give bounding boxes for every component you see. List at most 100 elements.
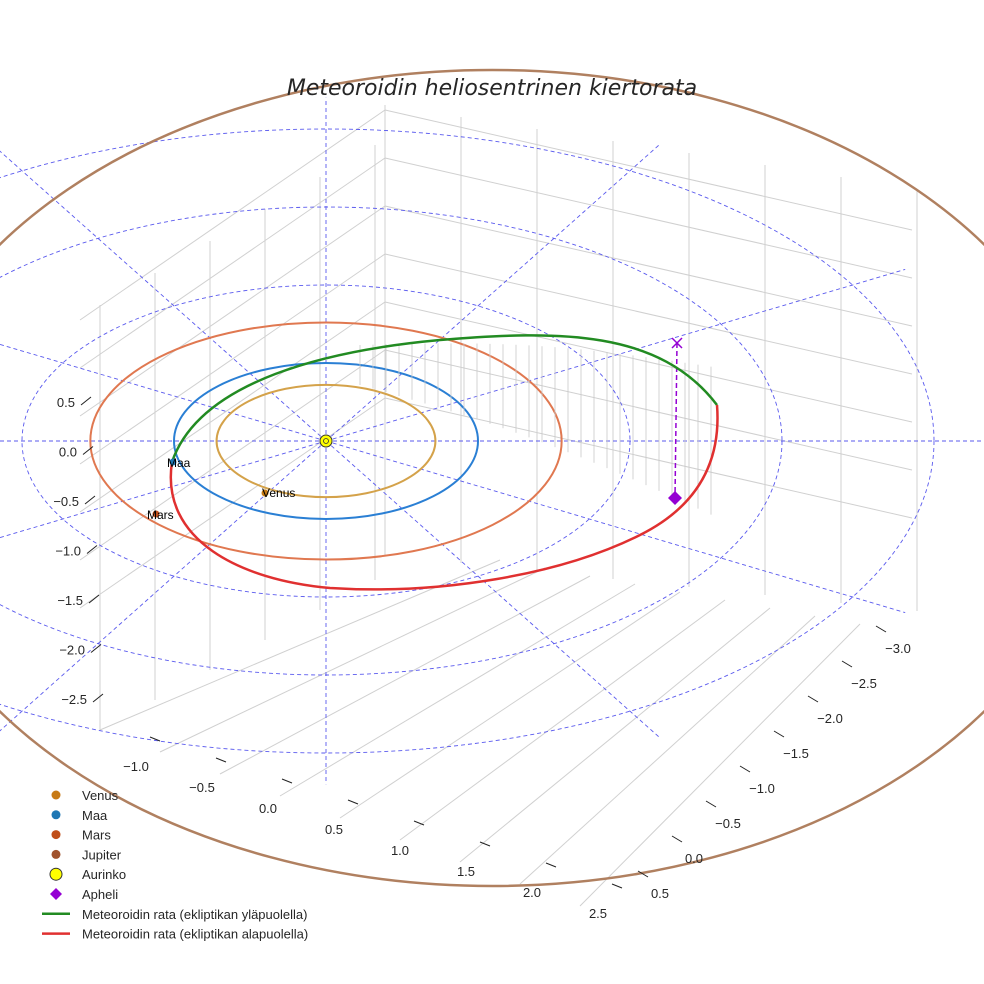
grid-line <box>384 253 913 375</box>
grid-line <box>79 205 386 417</box>
y-tick-mark <box>807 695 819 703</box>
orbit-mars <box>89 321 563 561</box>
legend-item: Jupiter <box>51 847 122 862</box>
x-tick-label: −1.0 <box>123 759 149 774</box>
mars-label: Mars <box>147 508 174 522</box>
legend-marker <box>50 888 62 900</box>
legend: Venus Maa Mars Jupiter Aurinko Apheli Meteoroi… <box>42 788 308 942</box>
ecliptic-guide-radial <box>325 440 661 739</box>
legend-label: Maa <box>82 808 108 823</box>
z-tick-mark <box>82 446 94 455</box>
x-tick-label: 1.5 <box>457 864 475 879</box>
body-markers: Venus Maa Mars <box>147 434 682 522</box>
x-tick-mark <box>479 841 491 847</box>
grid-line <box>79 349 386 561</box>
legend-label: Mars <box>82 828 111 843</box>
legend-marker <box>51 830 61 840</box>
jupiter-orbit <box>0 68 984 888</box>
legend-item: Venus <box>51 788 119 803</box>
legend-label: Apheli <box>82 887 118 902</box>
z-tick-label: −2.5 <box>61 692 87 707</box>
sun-marker <box>319 434 333 448</box>
grid-line <box>79 301 386 513</box>
legend-label: Meteoroidin rata (ekliptikan yläpuolella… <box>82 907 307 922</box>
grid-line <box>384 301 913 423</box>
venus-label: Venus <box>262 486 295 500</box>
grid-line <box>384 397 913 519</box>
grid-line <box>384 349 913 471</box>
grid-line <box>279 583 636 797</box>
legend-marker <box>51 849 61 859</box>
grid-line <box>79 157 386 369</box>
y-tick-label: −0.5 <box>715 816 741 831</box>
axis-ticks: 0.5 0.0 −0.5 −1.0 −1.5 −2.0 −2.5 −1.0 −0.5 0.0 0.5… <box>53 395 911 921</box>
y-tick-mark <box>773 730 785 738</box>
y-tick-label: −3.0 <box>885 641 911 656</box>
grid-line <box>79 253 386 465</box>
aphelion-ecliptic-marker <box>671 337 683 349</box>
ecliptic-guide-circle <box>0 128 935 754</box>
legend-item: Mars <box>51 828 111 843</box>
sun-core <box>323 438 329 444</box>
grid-line <box>159 567 546 753</box>
x-tick-label: 2.5 <box>589 906 607 921</box>
y-tick-mark <box>671 835 683 843</box>
grid-line <box>219 575 591 775</box>
z-tick-label: −1.0 <box>55 544 81 559</box>
orbit-maa <box>173 362 479 520</box>
legend-item: Apheli <box>50 887 118 902</box>
x-tick-mark <box>215 757 227 763</box>
legend-item: Meteoroidin rata (ekliptikan alapuolella… <box>42 927 308 942</box>
z-tick-label: −2.0 <box>59 643 85 658</box>
x-tick-mark <box>611 883 623 889</box>
grid-line <box>384 157 913 279</box>
planet-orbits <box>89 321 563 561</box>
z-tick-mark <box>84 495 96 505</box>
y-tick-label: 0.0 <box>685 851 703 866</box>
y-tick-label: −2.5 <box>851 676 877 691</box>
ecliptic-guide-radial <box>0 343 327 442</box>
grid-line <box>459 607 771 863</box>
chart-title: Meteoroidin heliosentrinen kiertorata <box>287 76 697 101</box>
legend-marker <box>49 867 63 881</box>
y-tick-mark <box>875 625 887 633</box>
aphelion-marker <box>668 491 682 505</box>
z-tick-label: 0.0 <box>59 445 77 460</box>
y-tick-mark <box>637 870 649 878</box>
meteoroid-orbit-above <box>170 334 718 463</box>
x-tick-mark <box>347 799 359 805</box>
ecliptic-guide-radial <box>325 440 906 614</box>
x-tick-label: 1.0 <box>391 843 409 858</box>
legend-label: Jupiter <box>82 847 122 862</box>
grid-line <box>384 205 913 327</box>
z-tick-label: 0.5 <box>57 395 75 410</box>
legend-label: Meteoroidin rata (ekliptikan alapuolella… <box>82 927 308 942</box>
y-tick-mark <box>841 660 853 668</box>
venus-marker <box>261 489 269 497</box>
grid-line <box>79 109 386 321</box>
ecliptic-guide-radial <box>0 440 327 539</box>
x-tick-label: 0.0 <box>259 801 277 816</box>
z-tick-mark <box>88 594 100 604</box>
x-tick-mark <box>413 820 425 826</box>
ecliptic-guide-radial <box>0 150 327 442</box>
ecliptic-guide-radial <box>325 143 661 442</box>
legend-item: Maa <box>51 808 108 823</box>
grid-line <box>339 591 681 819</box>
mars-marker <box>152 510 160 518</box>
x-tick-mark <box>281 778 293 784</box>
grid-line <box>399 599 726 841</box>
ecliptic-guide-radial <box>325 268 906 442</box>
axis-grid <box>79 105 918 907</box>
x-tick-label: 2.0 <box>523 885 541 900</box>
legend-marker <box>51 810 61 820</box>
z-tick-mark <box>90 644 102 653</box>
z-tick-mark <box>80 396 92 406</box>
legend-marker <box>51 790 61 800</box>
legend-item: Aurinko <box>49 867 126 882</box>
x-tick-mark <box>545 862 557 868</box>
legend-label: Aurinko <box>82 867 126 882</box>
y-tick-mark <box>739 765 751 773</box>
legend-label: Venus <box>82 788 119 803</box>
